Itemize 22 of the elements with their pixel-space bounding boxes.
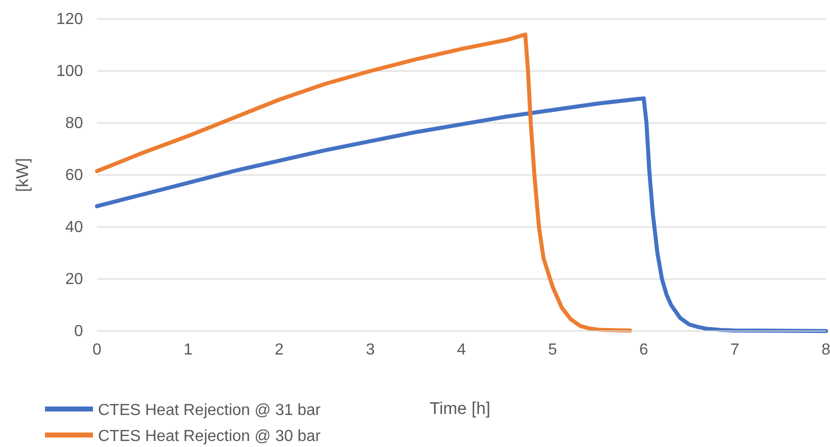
y-axis-title: [kW] bbox=[13, 158, 32, 192]
line-series bbox=[95, 32, 632, 332]
y-tick-label: 60 bbox=[65, 167, 84, 184]
y-tick-label: 40 bbox=[65, 219, 84, 236]
x-tick-label: 5 bbox=[548, 341, 558, 358]
y-tick-label: 100 bbox=[56, 63, 84, 80]
x-tick-label: 6 bbox=[639, 341, 648, 358]
x-tick-label: 3 bbox=[366, 341, 375, 358]
y-tick-label: 0 bbox=[74, 323, 84, 340]
x-tick-label: 1 bbox=[184, 341, 193, 358]
line-series bbox=[95, 96, 828, 333]
x-tick-label: 0 bbox=[92, 341, 102, 358]
y-tick-label: 120 bbox=[56, 11, 84, 28]
y-tick-label: 80 bbox=[65, 115, 84, 132]
y-tick-label: 20 bbox=[65, 271, 84, 288]
legend-label: CTES Heat Rejection @ 31 bar bbox=[98, 402, 322, 419]
x-tick-label: 7 bbox=[730, 341, 740, 358]
x-tick-label: 8 bbox=[822, 341, 830, 358]
x-tick-label: 2 bbox=[274, 341, 284, 358]
x-tick-label: 4 bbox=[457, 341, 466, 358]
legend-label: CTES Heat Rejection @ 30 bar bbox=[98, 428, 322, 445]
x-axis-title: Time [h] bbox=[430, 399, 490, 418]
